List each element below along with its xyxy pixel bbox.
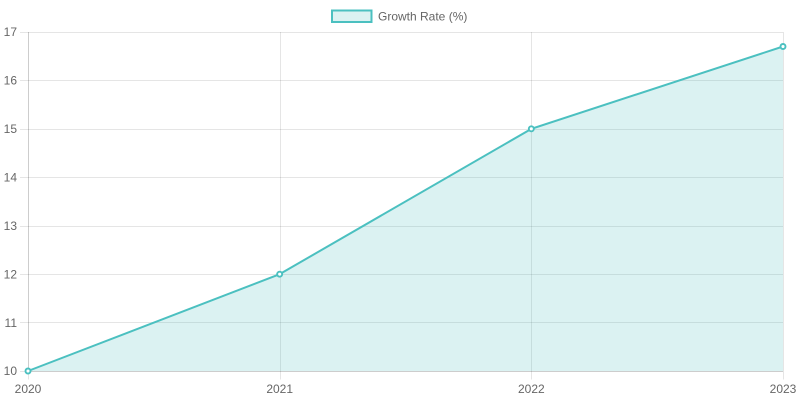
svg-text:13: 13 bbox=[4, 219, 18, 233]
svg-text:2020: 2020 bbox=[15, 382, 42, 396]
svg-text:10: 10 bbox=[4, 364, 18, 378]
svg-text:15: 15 bbox=[4, 122, 18, 136]
svg-text:11: 11 bbox=[5, 316, 18, 330]
svg-text:16: 16 bbox=[4, 74, 18, 88]
svg-text:17: 17 bbox=[4, 25, 18, 39]
svg-text:14: 14 bbox=[4, 171, 18, 185]
svg-text:12: 12 bbox=[4, 267, 18, 281]
svg-text:2023: 2023 bbox=[770, 382, 797, 396]
svg-text:2021: 2021 bbox=[266, 382, 293, 396]
svg-text:2022: 2022 bbox=[518, 382, 545, 396]
svg-text:Growth Rate (%): Growth Rate (%) bbox=[378, 10, 467, 24]
